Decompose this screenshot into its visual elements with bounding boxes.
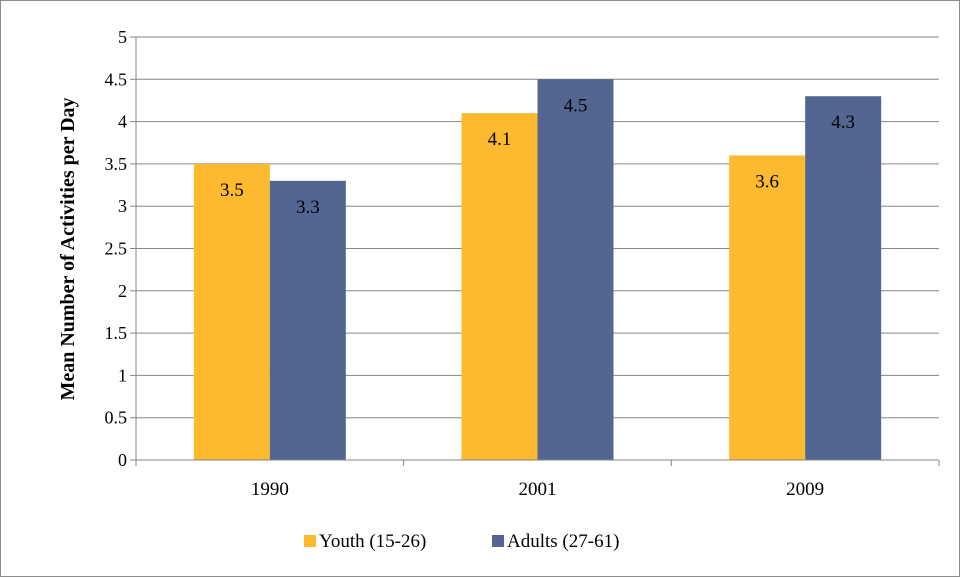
- y-tick-label: 1: [118, 365, 127, 385]
- x-category-label: 2001: [519, 479, 557, 500]
- bar-adults-2009: [805, 96, 881, 460]
- bar-youth-2009: [729, 155, 805, 460]
- y-tick-label: 1.5: [105, 323, 128, 343]
- x-category-label: 1990: [251, 479, 289, 500]
- data-label: 3.6: [755, 171, 779, 192]
- y-tick-labels: 0 0.5 1 1.5 2 2.5 3 3.5 4 4.5 5: [105, 27, 128, 470]
- legend-swatch-youth: [304, 535, 316, 547]
- legend-swatch-adults: [492, 535, 504, 547]
- bars: [194, 79, 881, 460]
- y-tick-label: 2.5: [105, 239, 128, 259]
- y-tick-label: 0.5: [105, 408, 128, 428]
- data-label: 4.3: [831, 112, 855, 133]
- x-category-label: 2009: [786, 479, 824, 500]
- data-label: 3.3: [296, 197, 320, 218]
- bar-youth-1990: [194, 164, 270, 460]
- bar-youth-2001: [462, 113, 538, 460]
- y-tick-label: 0: [118, 450, 127, 470]
- data-label: 3.5: [220, 180, 244, 201]
- y-tick-label: 3.5: [105, 154, 128, 174]
- data-label: 4.1: [488, 129, 512, 150]
- y-tick-label: 4: [118, 112, 127, 132]
- y-tick-label: 2: [118, 281, 127, 301]
- data-label: 4.5: [564, 95, 588, 116]
- legend-label: Youth (15-26): [319, 531, 426, 552]
- legend-label: Adults (27-61): [507, 531, 619, 552]
- y-axis-title: Mean Number of Activities per Day: [57, 97, 79, 400]
- bar-adults-2001: [538, 79, 614, 460]
- y-tick-label: 5: [118, 27, 127, 47]
- y-tick-label: 4.5: [105, 69, 128, 89]
- x-category-labels: 1990 2001 2009: [251, 479, 824, 500]
- legend: Youth (15-26) Adults (27-61): [304, 531, 619, 552]
- y-tick-label: 3: [118, 196, 127, 216]
- bar-adults-1990: [270, 181, 346, 460]
